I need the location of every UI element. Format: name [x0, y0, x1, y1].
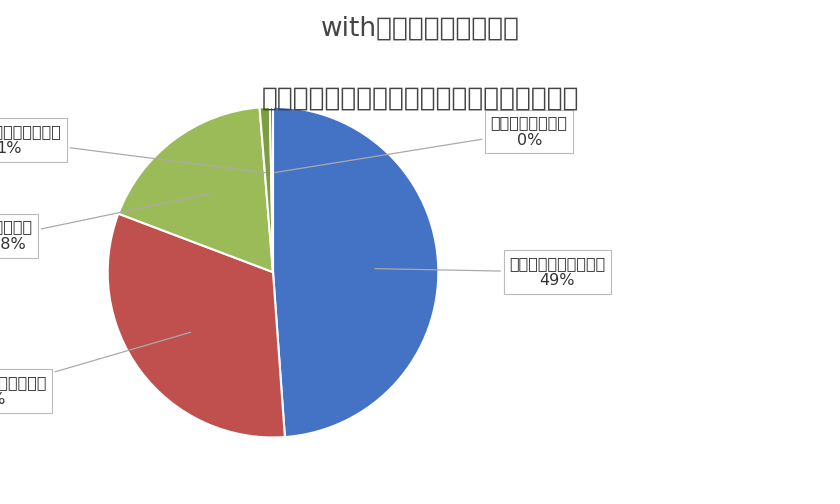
Wedge shape [118, 107, 273, 272]
Text: ご自宅の衛生環境の意識はかわりましたか？: ご自宅の衛生環境の意識はかわりましたか？ [261, 86, 579, 112]
Text: 意識しなくなった
0%: 意識しなくなった 0% [275, 115, 568, 172]
Wedge shape [260, 107, 273, 272]
Text: かわらない
18%: かわらない 18% [0, 194, 211, 252]
Text: withコロナ時代となり、: withコロナ時代となり、 [321, 15, 519, 41]
Text: 強く意識するようになった
32%: 強く意識するようになった 32% [0, 332, 191, 407]
Wedge shape [270, 107, 273, 272]
Wedge shape [273, 107, 438, 437]
Text: 意識するようになった
49%: 意識するようになった 49% [375, 256, 606, 288]
Text: あまり意識しなくなった
1%: あまり意識しなくなった 1% [0, 123, 265, 173]
Wedge shape [108, 214, 285, 437]
